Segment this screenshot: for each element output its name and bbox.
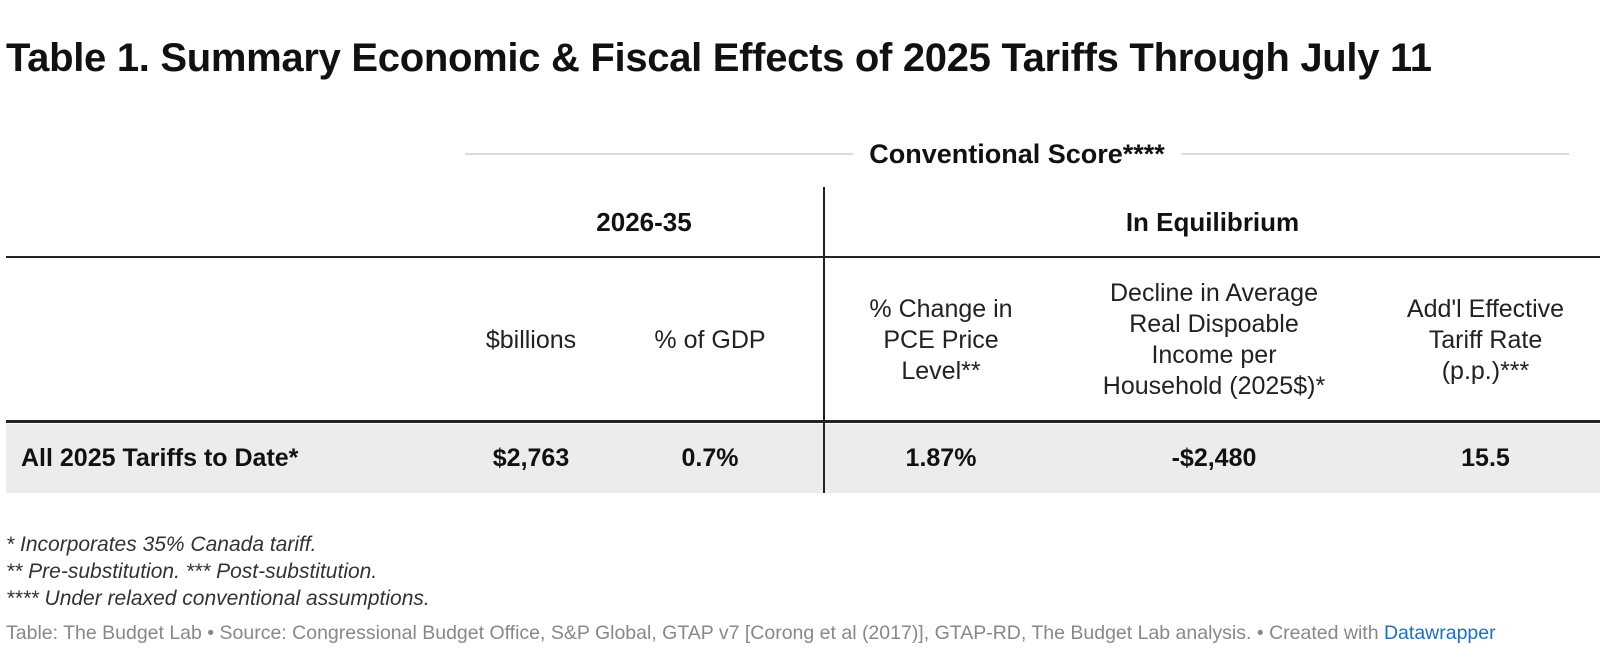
column-header-line: $billions xyxy=(485,325,577,354)
footnote: ** Pre-substitution. *** Post-substituti… xyxy=(6,560,378,583)
conventional-score-spanner: Conventional Score**** xyxy=(465,133,1570,175)
cell-tariff_rate: 15.5 xyxy=(1461,444,1510,472)
column-header-line: Add'l Effective xyxy=(1406,294,1565,323)
spanner-rule-right xyxy=(1180,153,1570,155)
column-header-billions: $billions xyxy=(465,262,597,418)
cell-pct_gdp: 0.7% xyxy=(681,444,739,472)
row-divider xyxy=(823,423,825,493)
table-row xyxy=(6,424,1600,493)
column-header-line: % Change in xyxy=(869,294,1013,323)
group-divider xyxy=(823,187,825,257)
datawrapper-link[interactable]: Datawrapper xyxy=(1383,622,1496,644)
footnote: * Incorporates 35% Canada tariff. xyxy=(6,533,317,556)
footnote: **** Under relaxed conventional assumpti… xyxy=(6,587,430,610)
column-divider xyxy=(823,258,825,421)
column-header-line: Level** xyxy=(901,356,981,385)
header-bottom-rule xyxy=(6,420,1600,423)
column-header-line: Decline in Average xyxy=(1109,279,1318,307)
column-header-line: % of GDP xyxy=(654,325,766,354)
source-footer: Table: The Budget Lab • Source: Congress… xyxy=(6,622,1496,645)
cell-pce: 1.87% xyxy=(905,444,977,472)
column-header-tariff_rate: Add'l Effective Tariff Rate (p.p.)*** xyxy=(1371,262,1600,418)
cell-billions: $2,763 xyxy=(492,444,570,472)
column-header-line: Household (2025$)* xyxy=(1102,372,1326,400)
table-title: Table 1. Summary Economic & Fiscal Effec… xyxy=(6,36,1432,80)
column-header-line: (p.p.)*** xyxy=(1441,356,1530,385)
row-label: All 2025 Tariffs to Date* xyxy=(21,444,299,472)
column-header-pce: % Change in PCE Price Level** xyxy=(825,262,1057,418)
spanner-rule-left xyxy=(465,153,854,155)
cell-income: -$2,480 xyxy=(1171,444,1257,472)
source-text: Table: The Budget Lab • Source: Congress… xyxy=(6,622,1384,644)
column-header-pct_gdp: % of GDP xyxy=(597,262,823,418)
column-header-line: Income per xyxy=(1151,341,1277,369)
spanner-label: Conventional Score**** xyxy=(869,138,1165,169)
group-header-2026-35: 2026-35 xyxy=(596,206,692,237)
column-header-line: Tariff Rate xyxy=(1428,325,1543,354)
column-header-income: Decline in Average Real Dispoable Income p… xyxy=(1057,262,1371,418)
group-header-in-equilibrium: In Equilibrium xyxy=(1125,206,1300,237)
column-header-line: Real Dispoable xyxy=(1129,310,1299,338)
column-header-line: PCE Price xyxy=(883,325,999,354)
footnotes: * Incorporates 35% Canada tariff. ** Pre… xyxy=(6,531,430,612)
group-header-rule xyxy=(6,256,1600,258)
